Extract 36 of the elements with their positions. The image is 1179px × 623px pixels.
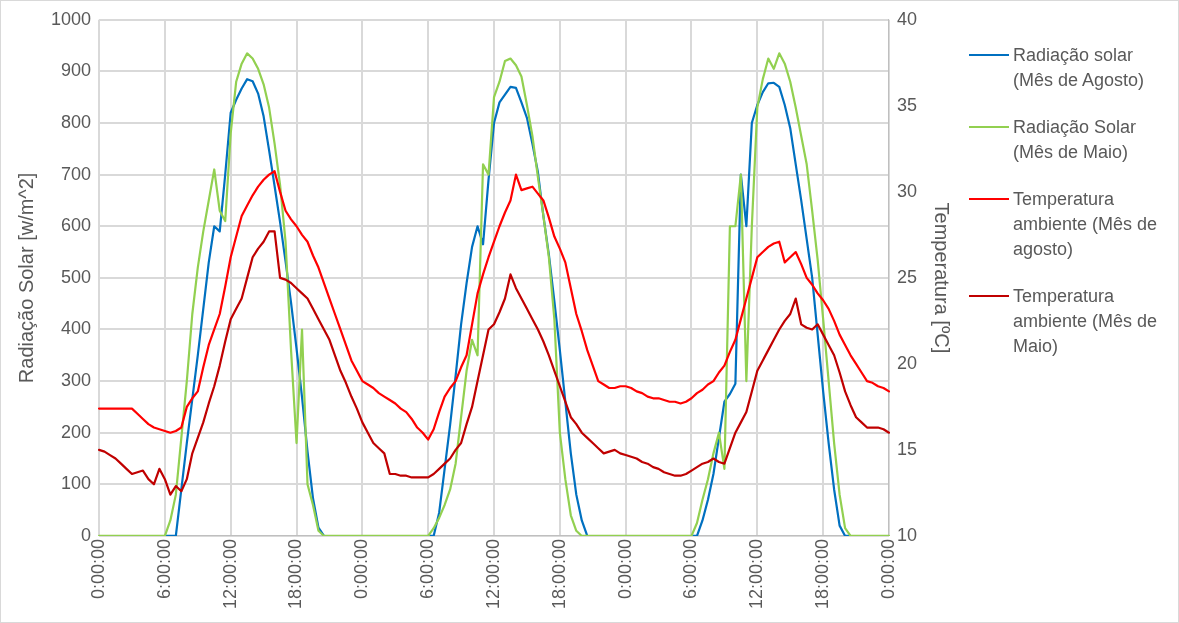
y-tick-label: 1000 (51, 8, 92, 29)
x-tick-label: 18:00:00 (812, 538, 833, 610)
y-tick-label: 400 (61, 318, 92, 339)
y-tick-label: 500 (61, 266, 92, 287)
y-axis-title: Radiação Solar [w/m^2] (14, 172, 37, 384)
y-tick-label: 700 (61, 163, 92, 184)
x-tick-label: 0:00:00 (351, 538, 372, 599)
y-tick-label: 600 (61, 215, 92, 236)
x-tick-label: 12:00:00 (482, 538, 503, 610)
x-tick-label: 0:00:00 (877, 538, 898, 599)
y2-tick-label: 15 (896, 438, 918, 459)
y2-axis-title: Temperatura [ºC] (931, 202, 954, 354)
y-tick-label: 900 (61, 60, 92, 81)
legend-label: Temperatura ambiente (Mês de agosto) (1013, 188, 1159, 261)
y2-tick-label: 30 (896, 180, 918, 201)
y-tick-label: 100 (61, 473, 92, 494)
legend-label: Radiação Solar (Mês de Maio) (1013, 116, 1138, 164)
x-tick-label: 12:00:00 (746, 538, 767, 610)
y-tick-label: 800 (61, 112, 92, 132)
y2-tick-label: 20 (896, 352, 918, 373)
x-tick-label: 18:00:00 (548, 538, 569, 610)
y2-tick-label: 25 (896, 266, 918, 287)
legend-label: Temperatura ambiente (Mês de Maio) (1013, 285, 1159, 358)
y-tick-label: 0 (81, 524, 92, 545)
x-tick-label: 6:00:00 (153, 538, 174, 599)
x-tick-label: 6:00:00 (680, 538, 701, 599)
y2-tick-label: 10 (896, 524, 918, 545)
y-tick-label: 300 (61, 370, 92, 391)
x-tick-label: 6:00:00 (417, 538, 438, 599)
x-tick-label: 0:00:00 (614, 538, 635, 599)
legend-label: Radiação solar (Mês de Agosto) (1013, 44, 1146, 92)
x-tick-label: 12:00:00 (219, 538, 240, 610)
x-tick-label: 18:00:00 (285, 538, 306, 610)
y2-tick-label: 40 (896, 8, 918, 29)
y-tick-label: 200 (61, 421, 92, 442)
y2-tick-label: 35 (896, 94, 918, 115)
